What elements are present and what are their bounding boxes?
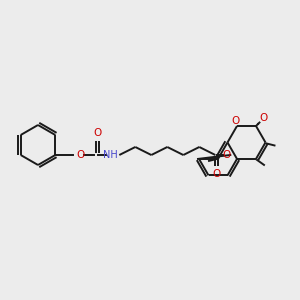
Text: O: O	[93, 128, 101, 138]
Text: O: O	[260, 113, 268, 123]
Text: O: O	[212, 169, 220, 179]
Text: O: O	[232, 116, 240, 126]
Text: O: O	[76, 150, 84, 160]
Text: O: O	[222, 150, 230, 160]
Text: NH: NH	[103, 150, 118, 160]
